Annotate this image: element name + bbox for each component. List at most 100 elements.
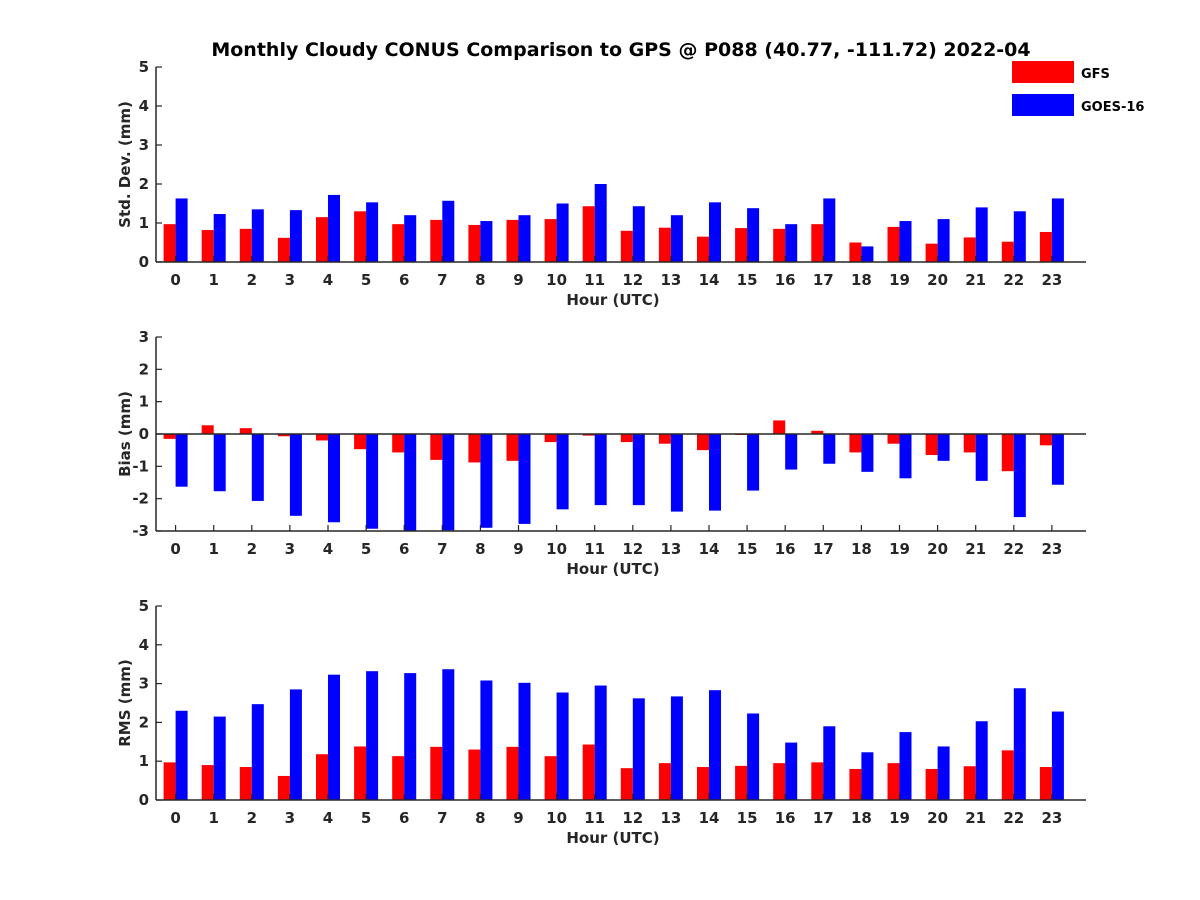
x-tick-label-bias: 17 [813,540,834,558]
x-tick-label-rms: 4 [323,809,333,827]
bar-std-gfs-1 [201,230,214,262]
bar-bias-gfs-14 [697,434,709,451]
bar-bias-gfs-13 [658,434,671,444]
bar-std-gfs-11 [582,206,595,262]
bar-std-goes16-8 [480,221,493,262]
bar-bias-goes16-23 [1051,434,1064,485]
x-tick-label-bias: 1 [208,540,218,558]
bar-rms-gfs-10 [544,756,557,800]
bar-bias-goes16-3 [289,434,302,516]
bar-rms-gfs-0 [163,762,176,800]
x-tick-label-std: 4 [323,271,333,289]
bar-std-goes16-23 [1051,198,1064,262]
y-tick-label-bias: -2 [132,490,149,508]
bar-std-gfs-15 [735,228,748,262]
x-tick-label-std: 0 [170,271,180,289]
bar-std-goes16-21 [975,207,988,262]
x-tick-label-rms: 0 [170,809,180,827]
x-tick-label-bias: 15 [737,540,758,558]
x-tick-label-std: 13 [660,271,681,289]
legend-label-gfs: GFS [1081,67,1110,82]
bar-bias-goes16-16 [785,434,798,470]
x-axis-label-std: Hour (UTC) [566,291,659,309]
y-axis-label-std: Std. Dev. (mm) [116,101,134,228]
bar-std-goes16-3 [289,210,302,262]
y-tick-label-rms: 5 [139,597,149,615]
x-tick-label-std: 14 [699,271,720,289]
bar-bias-goes16-4 [328,434,340,523]
bar-rms-gfs-23 [1039,767,1052,800]
bar-std-gfs-16 [773,228,786,262]
bar-std-goes16-1 [213,214,226,262]
x-tick-label-bias: 2 [247,540,257,558]
x-tick-label-rms: 18 [851,809,872,827]
x-tick-label-rms: 3 [285,809,295,827]
x-tick-label-bias: 20 [927,540,948,558]
x-tick-label-rms: 21 [965,809,986,827]
y-tick-label-bias: 1 [139,393,149,411]
y-axis-label-bias: Bias (mm) [116,391,134,477]
bar-rms-goes16-9 [518,682,531,800]
bar-bias-goes16-15 [747,434,760,491]
bar-rms-gfs-8 [468,749,481,800]
bar-bias-goes16-12 [632,434,645,506]
bar-rms-gfs-5 [354,746,367,800]
x-tick-label-rms: 11 [584,809,605,827]
y-tick-label-rms: 3 [139,675,149,693]
bar-rms-goes16-23 [1051,711,1064,800]
bar-rms-goes16-22 [1013,688,1026,800]
x-tick-label-bias: 12 [622,540,643,558]
x-tick-label-rms: 8 [475,809,485,827]
chart-title: Monthly Cloudy CONUS Comparison to GPS @… [211,39,1030,61]
bar-bias-goes16-8 [480,434,493,528]
bar-rms-goes16-21 [975,721,988,800]
legend-swatch-gfs [1012,61,1074,83]
x-tick-label-std: 8 [475,271,485,289]
y-tick-label-std: 4 [139,97,149,115]
bar-rms-gfs-2 [239,767,252,800]
legend-swatch-goes16 [1012,94,1074,116]
bar-rms-goes16-1 [213,716,226,800]
x-tick-label-std: 21 [965,271,986,289]
bar-std-goes16-9 [518,215,531,262]
y-tick-label-rms: 4 [139,636,149,654]
bar-bias-goes16-14 [709,434,721,511]
bar-rms-gfs-4 [316,754,328,800]
bar-bias-gfs-2 [239,428,252,434]
bar-std-gfs-2 [239,228,252,262]
x-tick-label-std: 2 [247,271,257,289]
bar-rms-goes16-5 [366,671,379,800]
bar-bias-goes16-2 [251,434,264,501]
bar-bias-gfs-9 [506,434,519,461]
x-tick-label-bias: 6 [399,540,409,558]
y-tick-label-rms: 2 [139,713,149,731]
bar-std-goes16-7 [442,200,455,262]
bar-bias-gfs-23 [1039,434,1052,446]
x-tick-label-bias: 19 [889,540,910,558]
bar-bias-gfs-17 [811,430,824,434]
x-tick-label-bias: 11 [584,540,605,558]
bar-rms-goes16-18 [861,752,874,800]
bar-std-gfs-18 [849,242,862,262]
x-tick-label-rms: 20 [927,809,948,827]
x-tick-label-bias: 22 [1003,540,1024,558]
bar-rms-goes16-10 [556,692,569,800]
bar-std-gfs-20 [925,243,938,262]
x-tick-label-std: 10 [546,271,567,289]
bar-bias-gfs-0 [163,434,176,439]
x-tick-label-std: 20 [927,271,948,289]
y-tick-label-std: 5 [139,58,149,76]
x-tick-label-bias: 14 [699,540,720,558]
y-tick-label-std: 0 [139,253,149,271]
bar-bias-goes16-11 [594,434,607,506]
x-tick-label-rms: 14 [699,809,720,827]
bar-bias-gfs-10 [544,434,557,443]
x-tick-label-rms: 15 [737,809,758,827]
bar-rms-gfs-20 [925,768,938,800]
x-tick-label-std: 16 [775,271,796,289]
bar-std-gfs-4 [316,217,328,262]
x-tick-label-std: 11 [584,271,605,289]
bar-bias-goes16-0 [175,434,188,487]
x-tick-label-bias: 4 [323,540,333,558]
